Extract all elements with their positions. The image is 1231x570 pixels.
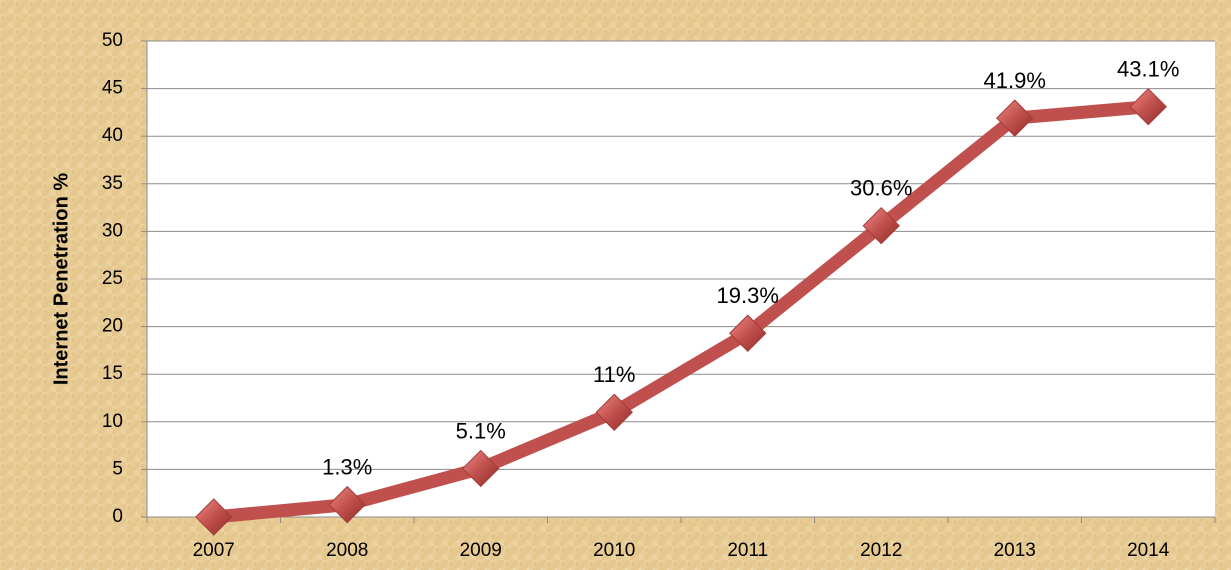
y-tick-label: 50	[102, 30, 123, 51]
y-tick-label: 40	[102, 125, 123, 146]
y-tick-label: 10	[102, 411, 123, 432]
marker	[729, 314, 767, 352]
marker	[195, 498, 233, 536]
data-label: 5.1%	[456, 418, 506, 443]
x-tick-label: 2007	[193, 540, 235, 561]
y-tick-label: 45	[102, 78, 123, 99]
x-tick-label: 2013	[994, 540, 1036, 561]
marker	[862, 206, 900, 245]
x-tick-label: 2014	[1127, 540, 1170, 561]
marker	[328, 485, 366, 524]
data-label: 41.9%	[984, 68, 1046, 93]
y-axis-title: Internet Penetration %	[50, 173, 72, 385]
series-line	[207, 100, 1155, 524]
y-tick-label: 20	[102, 316, 123, 337]
y-tick-label: 0	[112, 506, 123, 527]
data-label: 19.3%	[717, 283, 779, 308]
marker	[462, 449, 500, 488]
y-tick-label: 35	[102, 173, 123, 194]
data-label: 1.3%	[322, 454, 372, 479]
x-tick-label: 2008	[326, 540, 368, 561]
x-tick-label: 2010	[593, 540, 635, 561]
data-label: 11%	[593, 362, 635, 387]
y-tick-label: 5	[112, 458, 123, 479]
data-label: 43.1%	[1117, 57, 1179, 82]
data-label: 30.6%	[850, 176, 912, 201]
x-tick-label: 2012	[860, 540, 902, 561]
marker	[1129, 87, 1167, 126]
marker	[595, 393, 633, 431]
y-tick-label: 25	[102, 268, 123, 289]
marker	[996, 99, 1034, 137]
y-tick-label: 15	[102, 363, 123, 384]
x-tick-label: 2009	[460, 540, 502, 561]
y-tick-label: 30	[102, 220, 123, 241]
x-tick-label: 2011	[727, 540, 768, 561]
